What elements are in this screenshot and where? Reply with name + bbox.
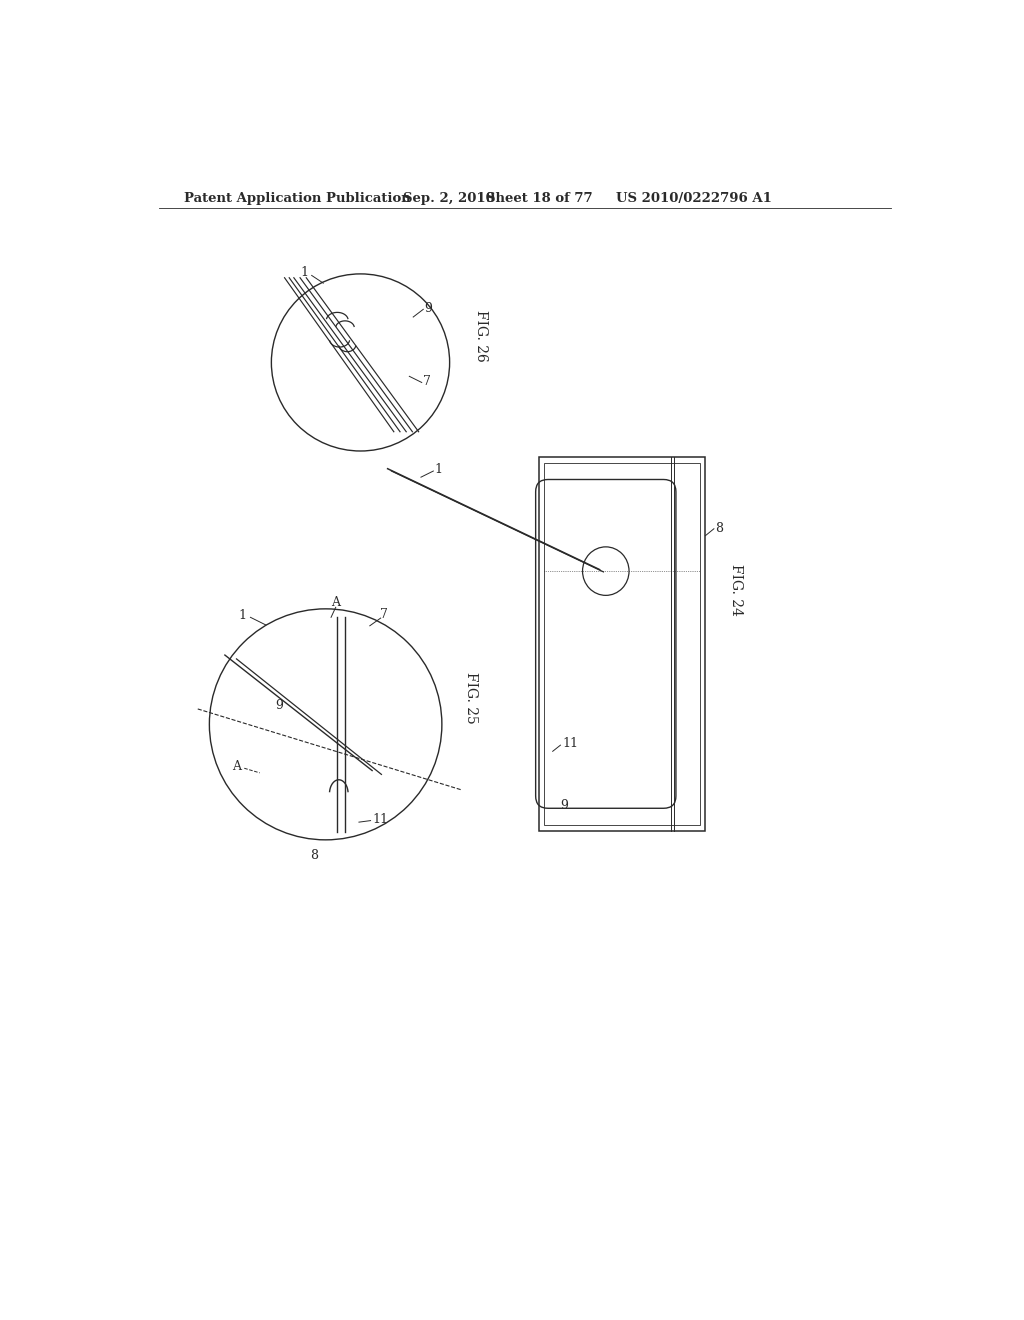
Bar <box>539 457 706 830</box>
Text: 9: 9 <box>275 698 283 711</box>
Text: 9: 9 <box>424 302 432 315</box>
Text: FIG. 25: FIG. 25 <box>464 672 478 723</box>
Text: Patent Application Publication: Patent Application Publication <box>183 191 411 205</box>
Text: A: A <box>331 597 340 610</box>
Text: Sheet 18 of 77: Sheet 18 of 77 <box>486 191 593 205</box>
Text: A: A <box>232 760 241 774</box>
Text: 9: 9 <box>560 799 568 812</box>
Text: 8: 8 <box>715 521 723 535</box>
Text: FIG. 24: FIG. 24 <box>729 564 742 615</box>
Text: 1: 1 <box>435 463 443 477</box>
Bar <box>544 462 700 825</box>
Text: US 2010/0222796 A1: US 2010/0222796 A1 <box>616 191 772 205</box>
Text: 1: 1 <box>239 609 247 622</box>
Text: Sep. 2, 2010: Sep. 2, 2010 <box>403 191 495 205</box>
Text: 11: 11 <box>562 737 578 750</box>
Text: 7: 7 <box>380 607 388 620</box>
Text: 7: 7 <box>423 375 430 388</box>
Text: FIG. 26: FIG. 26 <box>474 310 487 362</box>
Text: 8: 8 <box>310 849 318 862</box>
Text: 1: 1 <box>301 265 308 279</box>
Text: 11: 11 <box>372 813 388 825</box>
